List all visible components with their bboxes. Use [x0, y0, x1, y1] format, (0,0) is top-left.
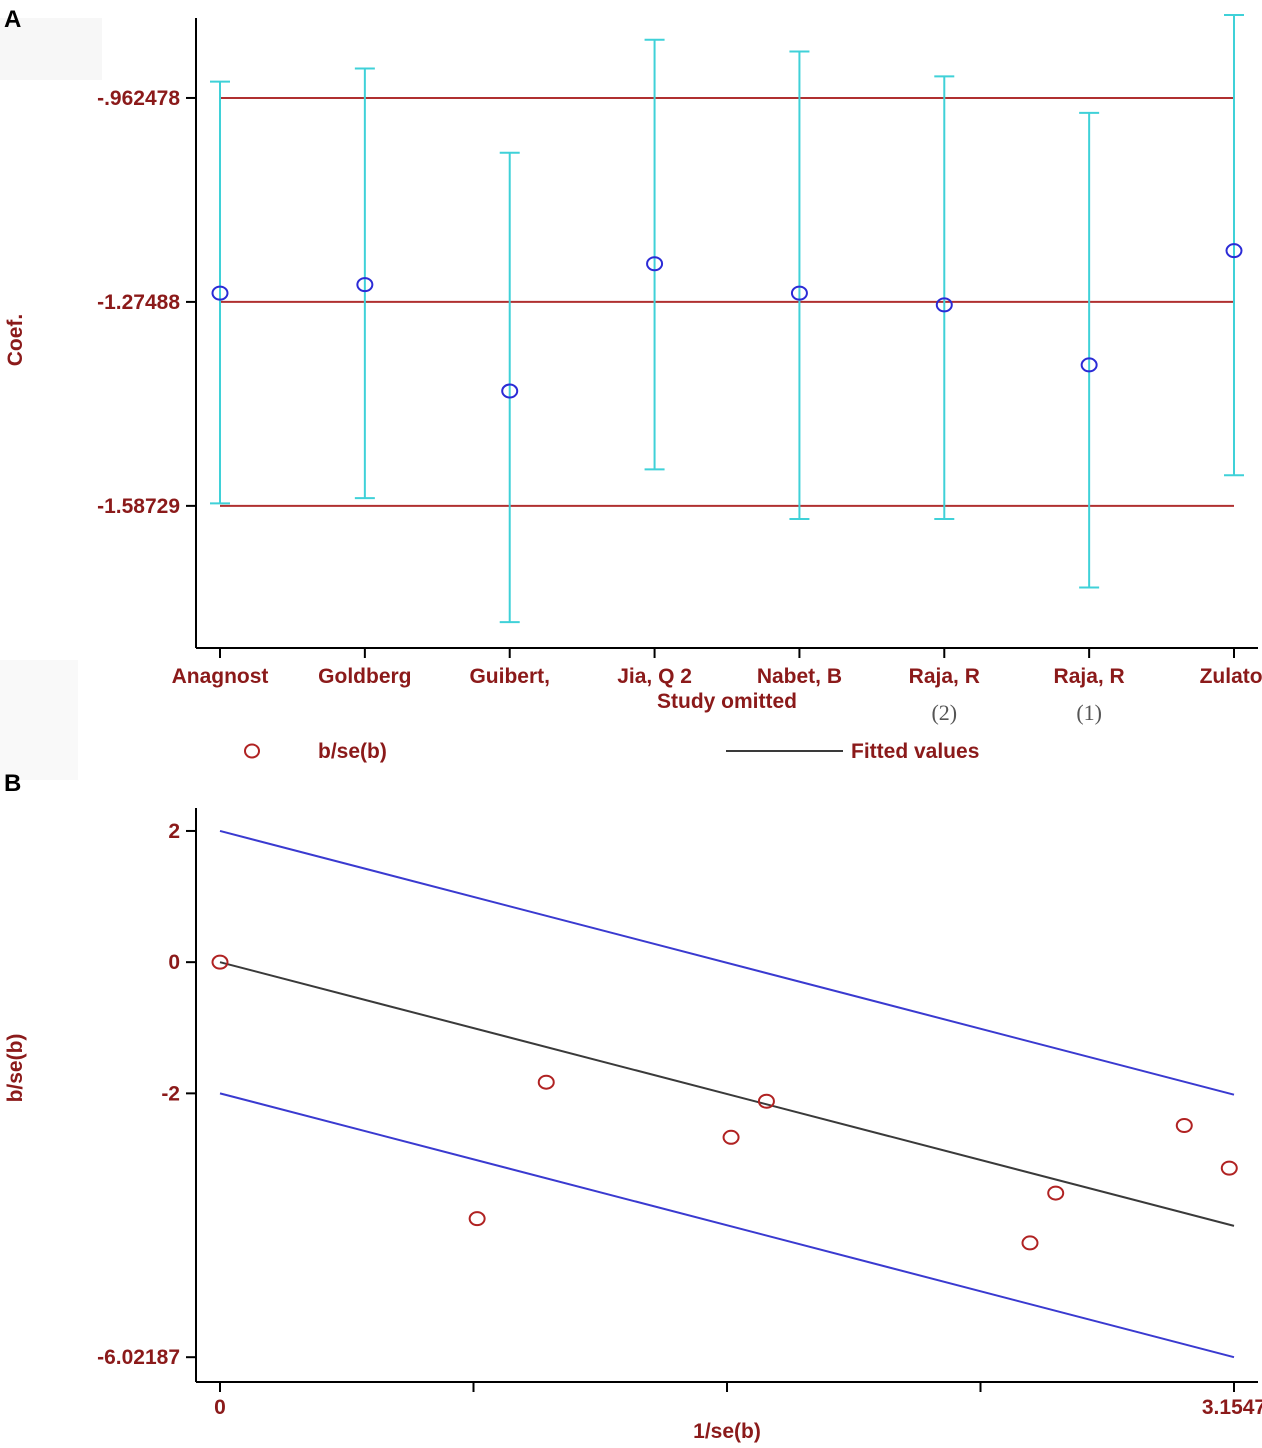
x-tick-label: Jia, Q 2: [617, 665, 692, 688]
panel-a: -.962478 -1.27488 -1.58729 Anagnost Goldber…: [4, 13, 1262, 725]
data-point: [722, 1129, 740, 1145]
estimate-point: [501, 383, 519, 399]
panel-a-estimates: [211, 243, 1243, 399]
panel-b-points: [211, 954, 1238, 1251]
estimate-point: [1225, 243, 1243, 259]
fitted-line: [219, 961, 1235, 1227]
panel-a-ci-bars: [210, 13, 1244, 624]
legend-marker-bse: [244, 743, 260, 759]
x-tick-label: Zulato,: [1200, 665, 1262, 688]
x-tick-label: Goldberg: [318, 665, 411, 688]
panel-a-x-axis-title: Study omitted: [657, 690, 797, 713]
x-tick-label: Nabet, B: [757, 665, 842, 688]
estimate-point: [790, 285, 808, 301]
estimate-point: [646, 256, 664, 272]
panel-a-y-ticks: -.962478 -1.27488 -1.58729: [97, 87, 196, 518]
y-tick-label: -1.58729: [97, 495, 180, 518]
data-point: [468, 1211, 486, 1227]
data-point: [1220, 1160, 1238, 1176]
data-point: [1175, 1118, 1193, 1134]
panel-a-reference-lines: [220, 96, 1234, 507]
y-tick-label: 2: [168, 820, 180, 843]
panel-b-legend: b/se(b) Fitted values: [244, 740, 979, 763]
estimate-point: [935, 297, 953, 313]
data-point: [211, 954, 229, 970]
x-tick-label: 3.1547: [1202, 1396, 1262, 1419]
data-point: [1047, 1185, 1065, 1201]
legend-label-fitted: Fitted values: [851, 740, 979, 763]
panel-b-x-axis-title: 1/se(b): [693, 1420, 761, 1443]
legend-label-bse: b/se(b): [318, 740, 387, 763]
x-tick-label: Raja, R: [1054, 665, 1125, 688]
y-tick-label: -6.02187: [97, 1346, 180, 1369]
y-tick-label: -.962478: [97, 87, 180, 110]
x-tick-label: 0: [214, 1396, 226, 1419]
data-point: [757, 1093, 775, 1109]
y-tick-label: -2: [161, 1082, 180, 1105]
panel-label-a: A: [4, 6, 21, 33]
panel-a-y-axis-title: Coef.: [4, 314, 27, 367]
x-tick-label: Anagnost: [172, 665, 269, 688]
panel-a-x-labels: Anagnost Goldberg Guibert, Jia, Q 2 Nabet, B…: [172, 648, 1262, 725]
data-point: [1021, 1235, 1039, 1251]
x-tick-sublabel: (1): [1076, 700, 1102, 725]
panel-b-x-ticks: 0 3.1547: [214, 1382, 1262, 1419]
x-tick-label: Raja, R: [909, 665, 980, 688]
bg-patch: [0, 660, 78, 780]
estimate-point: [1080, 357, 1098, 373]
estimate-point: [356, 277, 374, 293]
lower-band-line: [219, 1092, 1235, 1359]
upper-band-line: [219, 829, 1235, 1096]
panel-b-y-ticks: 2 0 -2 -6.02187: [97, 820, 196, 1369]
panel-b: b/se(b) Fitted values 2 0 -2 -6.02187 0 3.15…: [4, 740, 1262, 1443]
y-tick-label: 0: [168, 951, 180, 974]
x-tick-label: Guibert,: [469, 665, 550, 688]
bg-patch: [0, 18, 102, 80]
panel-label-b: B: [4, 770, 21, 797]
panel-b-y-axis-title: b/se(b): [4, 1034, 27, 1103]
estimate-point: [211, 285, 229, 301]
panel-b-lines: [219, 829, 1235, 1359]
data-point: [537, 1074, 555, 1090]
x-tick-sublabel: (2): [931, 700, 957, 725]
y-tick-label: -1.27488: [97, 291, 180, 314]
